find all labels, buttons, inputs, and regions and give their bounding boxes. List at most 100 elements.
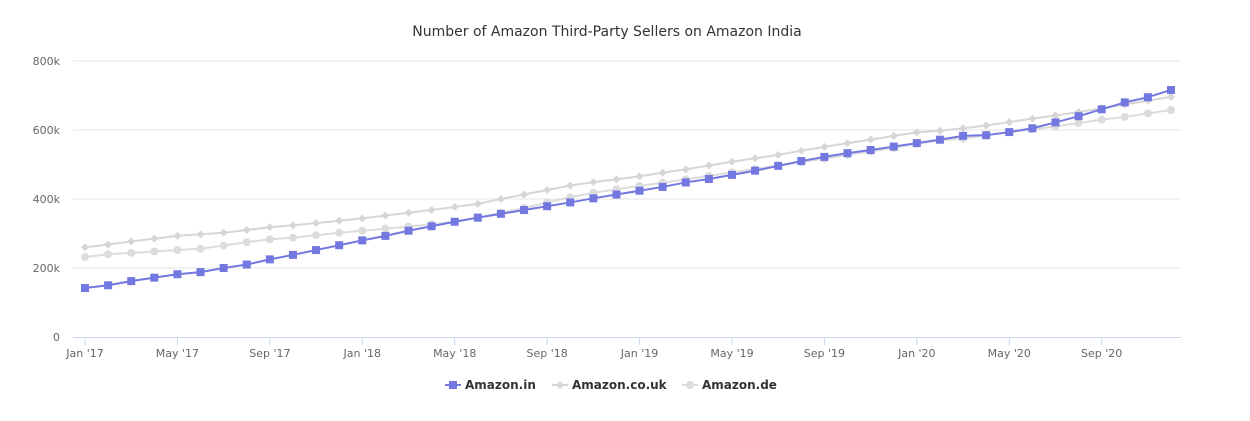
x-tick-label: Sep '17 [249,347,290,360]
amazon-co-uk-data-point [774,150,783,159]
amazon-in-data-point [520,206,529,215]
amazon-co-uk-data-point [820,142,829,151]
amazon-in-data-point [150,273,159,282]
amazon-co-uk-data-point [173,231,182,240]
amazon-in-data-point [635,186,644,195]
amazon-co-uk-data-point [312,219,321,228]
amazon-co-uk-series [81,92,1175,252]
amazon-de-data-point [358,226,367,235]
amazon-in-data-point [982,131,991,140]
amazon-co-uk-data-point [265,223,274,232]
amazon-co-uk-data-point [150,234,159,243]
amazon-co-uk-data-point [1005,118,1014,127]
amazon-co-uk-data-point [1028,114,1037,123]
series-layer [81,85,1175,293]
amazon-co-uk-data-point [381,211,390,220]
amazon-in-data-point [866,146,875,155]
amazon-in-data-point [288,250,297,259]
amazon-in-data-point [658,182,667,191]
amazon-de-data-point [288,233,297,242]
legend-amazon-de-data-point [686,381,694,389]
amazon-co-uk-data-point [751,154,760,163]
y-tick-label: 0 [53,331,60,344]
amazon-in-data-point [1005,128,1014,137]
chart-title: Number of Amazon Third-Party Sellers on … [412,24,801,40]
amazon-in-data-point [81,284,89,293]
amazon-co-uk-data-point [219,228,228,237]
amazon-co-uk-data-point [196,230,205,239]
amazon-in-data-point [173,270,182,279]
amazon-de-data-point [265,235,274,244]
amazon-de-data-point [381,224,390,233]
amazon-co-uk-data-point [520,190,529,199]
amazon-co-uk-data-point [912,128,921,137]
amazon-co-uk-data-point [1051,111,1060,120]
axis-layer: 0 200k 400k 600k 800k Jan '17 May '17 Sep '17 Ja… [33,55,1181,360]
amazon-in-data-point [265,255,274,264]
x-tick-label: May '20 [988,347,1031,360]
x-tick-label: Jan '17 [65,347,103,360]
x-tick-label: May '18 [433,347,476,360]
amazon-in-data-point [242,260,251,269]
x-tick-label: Sep '20 [1081,347,1122,360]
amazon-de-data-point [150,247,159,256]
amazon-co-uk-data-point [681,165,690,174]
amazon-in-data-point [727,170,736,179]
amazon-co-uk-data-point [358,214,367,223]
y-tick-label: 200k [33,262,61,275]
y-tick-label: 400k [33,193,61,206]
amazon-in-data-point [959,131,968,140]
amazon-co-uk-data-point [566,181,575,190]
legend-item-amazon-de[interactable]: Amazon.de [682,378,777,392]
x-tick-label: May '19 [710,347,753,360]
amazon-de-data-point [1120,112,1129,121]
y-tick-label: 800k [33,55,61,68]
amazon-in-data-point [543,202,552,211]
amazon-in-data-point [1120,98,1129,107]
amazon-de-data-point [127,248,136,257]
x-tick-label: May '17 [156,347,199,360]
amazon-de-data-point [242,238,251,247]
amazon-co-uk-data-point [450,202,459,211]
amazon-de-data-point [1167,105,1175,114]
amazon-de-data-point [196,244,205,253]
amazon-co-uk-data-point [81,243,89,252]
amazon-in-data-point [312,246,321,255]
amazon-in-data-point [1143,93,1152,102]
amazon-in-data-point [1074,112,1083,121]
amazon-co-uk-data-point [496,195,505,203]
amazon-in-data-point [219,264,228,272]
amazon-co-uk-data-point [797,146,806,155]
amazon-in-data-point [1097,105,1106,114]
amazon-in-data-point [889,142,898,151]
amazon-co-uk-data-point [635,172,644,181]
amazon-in-data-point [496,209,505,218]
grid-layer [73,60,1181,269]
amazon-co-uk-data-point [727,157,736,166]
amazon-co-uk-data-point [589,178,598,187]
amazon-co-uk-data-point [658,168,667,177]
amazon-in-data-point [335,241,344,250]
amazon-co-uk-data-point [1167,92,1175,101]
amazon-in-data-point [1028,124,1037,133]
legend[interactable]: Amazon.in Amazon.co.uk Amazon.de [445,378,777,392]
amazon-co-uk-data-point [427,206,436,215]
amazon-in-data-point [358,236,367,245]
x-tick-label: Jan '20 [897,347,935,360]
x-tick-label: Jan '19 [620,347,658,360]
legend-item-amazon-co-uk[interactable]: Amazon.co.uk [552,378,668,392]
amazon-co-uk-data-point [866,135,875,144]
amazon-co-uk-data-point [543,186,552,195]
legend-item-amazon-in[interactable]: Amazon.in [445,378,536,392]
amazon-co-uk-line [84,95,1172,249]
amazon-co-uk-data-point [104,240,113,249]
amazon-co-uk-data-point [843,139,852,148]
amazon-in-data-point [774,161,783,170]
amazon-co-uk-data-point [959,124,968,133]
amazon-in-data-point [820,152,829,161]
amazon-de-data-point [219,241,228,250]
amazon-co-uk-data-point [704,161,713,170]
amazon-de-data-point [1143,109,1152,118]
amazon-in-data-point [797,157,806,166]
